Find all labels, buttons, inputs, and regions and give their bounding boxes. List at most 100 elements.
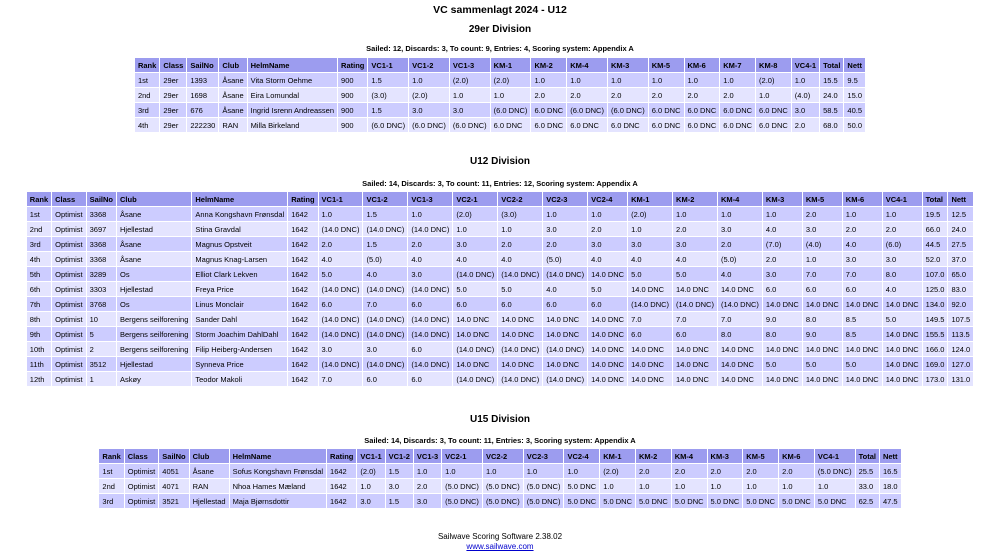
cell: 3rd [26, 237, 52, 251]
cell: 14.0 DNC [802, 297, 842, 311]
cell: 1.0 [707, 479, 743, 493]
cell: Os [116, 297, 192, 311]
cell: (14.0 DNC) [363, 282, 408, 296]
cell: 1.0 [607, 73, 648, 87]
cell: 1.0 [449, 88, 490, 102]
cell: 900 [338, 88, 368, 102]
cell: 2.0 [648, 88, 684, 102]
column-header: KM-5 [648, 58, 684, 72]
cell: 15.5 [820, 73, 844, 87]
cell: 6.0 [543, 297, 588, 311]
cell: 2.0 [318, 237, 363, 251]
cell: 1642 [288, 342, 318, 356]
cell: Bergens seilforening [116, 327, 192, 341]
column-header: VC1-3 [408, 192, 453, 206]
cell: 900 [338, 73, 368, 87]
cell: 1.0 [673, 207, 717, 221]
cell: 4.0 [408, 252, 453, 266]
cell: 14.0 DNC [588, 342, 628, 356]
cell: (2.0) [628, 207, 673, 221]
cell: 92.0 [948, 297, 974, 311]
cell: 3.0 [717, 222, 762, 236]
cell: 1.0 [882, 207, 922, 221]
cell: Ingrid Isrenn Andreassen [247, 103, 338, 117]
cell: Optimist [52, 327, 86, 341]
cell: 1st [26, 207, 52, 221]
cell: 1.0 [842, 207, 882, 221]
table-wrap: Rank Class SailNo Club HelmName Rating VC1-1 VC… [0, 191, 1000, 387]
cell: 14.0 DNC [588, 357, 628, 371]
cell: 7.0 [318, 372, 363, 386]
cell: 14.0 DNC [673, 282, 717, 296]
column-header: KM-2 [531, 58, 567, 72]
cell: (2.0) [600, 464, 635, 478]
cell: 14.0 DNC [717, 372, 762, 386]
column-header: Rank [26, 192, 52, 206]
column-header: VC1-1 [357, 449, 385, 463]
cell: 29er [160, 103, 187, 117]
cell: 14.0 DNC [882, 372, 922, 386]
cell: (5.0 DNC) [814, 464, 855, 478]
cell: 6.0 DNC [567, 118, 607, 132]
cell: Åsane [189, 464, 229, 478]
division-heading: U12 Division [469, 156, 531, 167]
cell: RAN [189, 479, 229, 493]
cell: 7.0 [363, 297, 408, 311]
cell: 14.0 DNC [717, 282, 762, 296]
cell: 3368 [86, 207, 116, 221]
cell: 1.0 [671, 479, 707, 493]
cell: 1642 [288, 297, 318, 311]
cell: 5.0 DNC [743, 494, 779, 508]
cell: 1.0 [720, 73, 756, 87]
column-header: Nett [844, 58, 866, 72]
cell: 44.5 [922, 237, 948, 251]
column-header: Class [160, 58, 187, 72]
cell: (14.0 DNC) [543, 372, 588, 386]
cell: 14.0 DNC [588, 327, 628, 341]
cell: 14.0 DNC [842, 372, 882, 386]
cell: 3.0 [357, 494, 385, 508]
cell: 1.0 [756, 88, 791, 102]
cell: 3.0 [588, 237, 628, 251]
cell: 4.0 [628, 252, 673, 266]
column-header: KM-1 [600, 449, 635, 463]
cell: 131.0 [948, 372, 974, 386]
result-row: 2nd Optimist 3697 Hjellestad Stina Gravdal 16… [26, 222, 974, 236]
cell: (7.0) [762, 237, 802, 251]
cell: Filip Heiberg-Andersen [192, 342, 288, 356]
cell: 4.0 [717, 267, 762, 281]
cell: 14.0 DNC [882, 357, 922, 371]
cell: 14.0 DNC [588, 312, 628, 326]
cell: 3.0 [385, 479, 413, 493]
sailwave-link[interactable]: www.sailwave.com [466, 542, 534, 551]
cell: 5.0 DNC [779, 494, 814, 508]
cell: 3.0 [543, 222, 588, 236]
cell: 4051 [159, 464, 189, 478]
cell: Optimist [52, 207, 86, 221]
cell: 16.5 [879, 464, 901, 478]
cell: 6.0 DNC [648, 118, 684, 132]
column-header: HelmName [247, 58, 338, 72]
cell: 19.5 [922, 207, 948, 221]
cell: 12th [26, 372, 52, 386]
cell: 149.5 [922, 312, 948, 326]
cell: Åsane [219, 103, 247, 117]
cell: (14.0 DNC) [717, 297, 762, 311]
column-header: Total [922, 192, 948, 206]
cell: Synneva Price [192, 357, 288, 371]
cell: 8.5 [842, 327, 882, 341]
cell: 1.0 [743, 479, 779, 493]
cell: 1st [134, 73, 160, 87]
cell: (14.0 DNC) [453, 342, 498, 356]
cell: Optimist [52, 297, 86, 311]
cell: 1.0 [357, 479, 385, 493]
column-header: VC1-2 [385, 449, 413, 463]
cell: 6.0 DNC [531, 103, 567, 117]
cell: (3.0) [498, 207, 543, 221]
cell: 1642 [288, 252, 318, 266]
column-header: VC2-2 [482, 449, 523, 463]
cell: 5.0 [498, 282, 543, 296]
cell: 2nd [26, 222, 52, 236]
cell: 4.0 [882, 282, 922, 296]
results-table: Rank Class SailNo Club HelmName Rating VC1-1 VC… [98, 448, 901, 509]
